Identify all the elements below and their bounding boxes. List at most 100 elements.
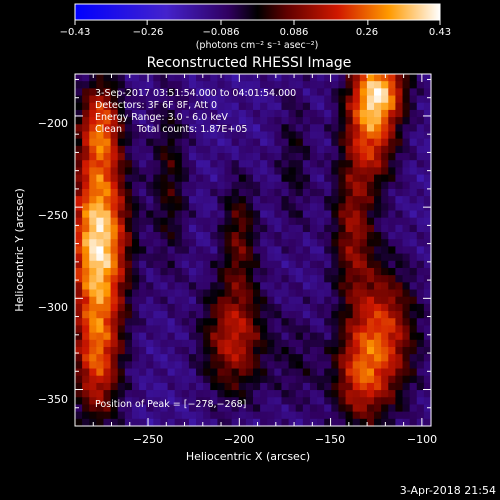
heatmap-cell (174, 346, 183, 355)
heatmap-cell (409, 282, 418, 291)
heatmap-cell (402, 160, 411, 168)
heatmap-cell (82, 375, 90, 384)
heatmap-cell (274, 361, 283, 370)
heatmap-cell (188, 282, 197, 291)
heatmap-cell (203, 339, 211, 348)
heatmap-cell (210, 109, 218, 118)
heatmap-cell (302, 253, 311, 262)
heatmap-cell (281, 325, 290, 334)
heatmap-cell (245, 239, 254, 247)
heatmap-cell (267, 325, 275, 334)
heatmap-cell (131, 167, 140, 176)
heatmap-cell (281, 418, 290, 427)
heatmap-cell (324, 131, 332, 140)
heatmap-cell (174, 188, 183, 197)
heatmap-cell (423, 160, 432, 168)
heatmap-cell (388, 303, 396, 312)
heatmap-cell (423, 411, 432, 420)
heatmap-cell (231, 318, 240, 327)
heatmap-cell (75, 138, 83, 147)
heatmap-cell (359, 203, 368, 212)
heatmap-cell (103, 81, 112, 89)
heatmap-cell (302, 267, 311, 276)
heatmap-cell (110, 153, 119, 161)
heatmap-cell (110, 253, 119, 262)
heatmap-cell (89, 217, 97, 226)
heatmap-cell (203, 81, 211, 89)
heatmap-cell (139, 354, 147, 362)
heatmap-cell (196, 404, 204, 413)
heatmap-cell (181, 390, 190, 398)
heatmap-cell (416, 267, 425, 276)
heatmap-cell (181, 74, 190, 82)
heatmap-cell (309, 296, 318, 305)
heatmap-cell (402, 404, 411, 413)
heatmap-cell (281, 196, 290, 204)
heatmap-cell (281, 260, 290, 269)
heatmap-cell (188, 361, 197, 370)
heatmap-cell (160, 382, 169, 391)
heatmap-cell (89, 203, 97, 212)
heatmap-cell (203, 275, 211, 283)
heatmap-cell (253, 275, 261, 283)
heatmap-cell (103, 131, 112, 140)
heatmap-cell (388, 203, 396, 212)
heatmap-cell (153, 339, 162, 348)
heatmap-cell (238, 232, 247, 240)
heatmap-cell (139, 117, 147, 125)
heatmap-cell (402, 397, 411, 406)
heatmap-cell (309, 131, 318, 140)
heatmap-cell (96, 210, 105, 219)
heatmap-cell (82, 167, 90, 176)
heatmap-cell (359, 210, 368, 219)
heatmap-cell (260, 102, 268, 111)
heatmap-cell (188, 196, 197, 204)
heatmap-cell (331, 153, 340, 161)
heatmap-cell (174, 375, 183, 384)
heatmap-cell (167, 153, 176, 161)
heatmap-cell (317, 203, 325, 212)
heatmap-cell (324, 267, 332, 276)
heatmap-cell (295, 95, 304, 104)
heatmap-cell (103, 74, 112, 82)
heatmap-cell (82, 117, 90, 125)
heatmap-cell (231, 346, 240, 355)
heatmap-cell (388, 196, 396, 204)
heatmap-cell (416, 74, 425, 82)
heatmap-cell (174, 325, 183, 334)
heatmap-cell (245, 375, 254, 384)
heatmap-cell (160, 282, 169, 291)
heatmap-cell (359, 224, 368, 233)
heatmap-cell (338, 217, 347, 226)
heatmap-cell (288, 167, 297, 176)
heatmap-cell (117, 74, 126, 82)
heatmap-cell (324, 382, 332, 391)
heatmap-cell (338, 260, 347, 269)
heatmap-cell (139, 109, 147, 118)
heatmap-cell (281, 81, 290, 89)
heatmap-cell (324, 325, 332, 334)
heatmap-cell (117, 260, 126, 269)
heatmap-cell (146, 253, 154, 262)
heatmap-cell (238, 167, 247, 176)
heatmap-cell (245, 346, 254, 355)
heatmap-cell (82, 275, 90, 283)
heatmap-cell (131, 174, 140, 183)
heatmap-cell (260, 418, 268, 427)
heatmap-cell (110, 411, 119, 420)
heatmap-cell (281, 339, 290, 348)
heatmap-cell (75, 368, 83, 377)
heatmap-cell (366, 296, 375, 305)
heatmap-cell (139, 346, 147, 355)
heatmap-cell (345, 232, 354, 240)
heatmap-cell (117, 339, 126, 348)
heatmap-cell (338, 382, 347, 391)
heatmap-cell (381, 275, 389, 283)
heatmap-cell (181, 131, 190, 140)
heatmap-cell (75, 289, 83, 298)
heatmap-cell (253, 296, 261, 305)
heatmap-cell (203, 246, 211, 255)
heatmap-cell (188, 411, 197, 420)
heatmap-cell (245, 253, 254, 262)
heatmap-cell (203, 131, 211, 140)
